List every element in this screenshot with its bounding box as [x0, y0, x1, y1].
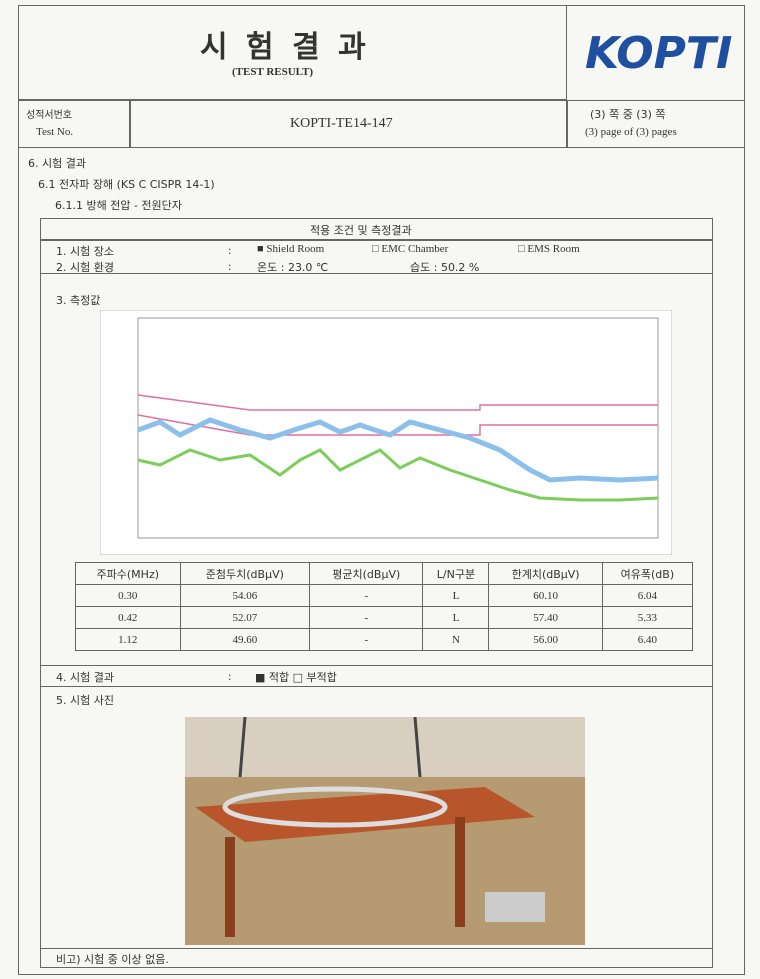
label: 1. 시험 장소	[56, 245, 114, 258]
table-cell: 0.42	[75, 606, 181, 629]
spectrum-plot	[100, 310, 672, 555]
table-cell: 준첨두치(dBμV)	[179, 562, 311, 585]
table-cell: 5.33	[601, 606, 694, 629]
label: 5. 시험 사진	[56, 694, 114, 707]
table-cell: 한계치(dBμV)	[488, 562, 603, 585]
humidity: 습도 : 50.2 %	[410, 261, 480, 274]
title: 시 험 결 과	[200, 30, 370, 65]
note-row	[40, 948, 713, 968]
rows	[40, 240, 713, 274]
label: 3. 측정값	[56, 294, 101, 307]
title-cell	[18, 5, 567, 100]
table-cell: 주파수(MHz)	[75, 562, 181, 585]
table-cell: L/N구분	[422, 562, 490, 585]
option: □ EMS Room	[518, 243, 580, 255]
section: 6. 시험 결과	[28, 157, 86, 170]
box-title: 적용 조건 및 측정결과	[310, 224, 412, 237]
value-cell	[130, 100, 567, 148]
table-cell: N	[422, 628, 490, 651]
table-row: 주파수(MHz) 준첨두치(dBμV) 평균치(dBμV) L/N구분 한계치(dBμV…	[75, 562, 694, 585]
table-cell: 49.60	[179, 628, 311, 651]
test-no-label: 성적서번호	[26, 110, 72, 121]
table-cell: 여유폭(dB)	[601, 562, 694, 585]
test-photo	[185, 717, 585, 945]
table-cell: -	[309, 628, 424, 651]
sep: :	[228, 243, 232, 257]
table-cell: 56.00	[488, 628, 603, 651]
sep: :	[228, 669, 232, 683]
table-cell: 54.06	[179, 584, 311, 607]
option: □ EMC Chamber	[372, 243, 449, 255]
table-cell: 1.12	[75, 628, 181, 651]
test-no-label-en: Test No.	[36, 126, 74, 138]
page-en: (3) page of (3) pages	[585, 126, 677, 138]
table-cell: 평균치(dBμV)	[309, 562, 424, 585]
table-cell: 52.07	[179, 606, 311, 629]
table-cell: 6.04	[601, 584, 694, 607]
label: 2. 시험 환경	[56, 261, 114, 274]
box-head	[40, 218, 713, 240]
table-cell: -	[309, 584, 424, 607]
page-cell	[567, 100, 745, 148]
label: 4. 시험 결과	[56, 671, 114, 684]
table-cell: 0.30	[75, 584, 181, 607]
temp: 온도 : 23.0 ℃	[257, 261, 329, 274]
test-no: KOPTI-TE14-147	[290, 116, 393, 131]
logo: KOPTI	[585, 28, 733, 79]
sep: :	[228, 259, 232, 273]
table-row: 0.30 54.06- L 60.10 6.04	[75, 584, 694, 607]
result: ■ 적합 □ 부적합	[255, 671, 337, 684]
table-cell: 57.40	[488, 606, 603, 629]
table-row: 0.42 52.07- L 57.40 5.33	[75, 606, 694, 629]
section: 6.1.1 방해 전압 - 전원단자	[55, 199, 182, 212]
section: 6.1 전자파 장해 (KS C CISPR 14-1)	[38, 178, 215, 191]
page-ko: (3) 쪽 중 (3) 쪽	[590, 108, 666, 121]
option: ■ Shield Room	[257, 243, 325, 255]
subtitle: (TEST RESULT)	[232, 66, 314, 78]
table-row: 1.12 49.60- N 56.00 6.40	[75, 628, 694, 651]
table-cell: 6.40	[601, 628, 694, 651]
label-cell	[18, 100, 130, 148]
note: 비고) 시험 중 이상 없음.	[56, 953, 169, 966]
table-cell: -	[309, 606, 424, 629]
result-row	[40, 665, 713, 687]
table-cell: L	[422, 606, 490, 629]
table-cell: 60.10	[488, 584, 603, 607]
table-cell: L	[422, 584, 490, 607]
result-table: 주파수(MHz) 준첨두치(dBμV) 평균치(dBμV) L/N구분 한계치(dBμV…	[75, 562, 694, 651]
